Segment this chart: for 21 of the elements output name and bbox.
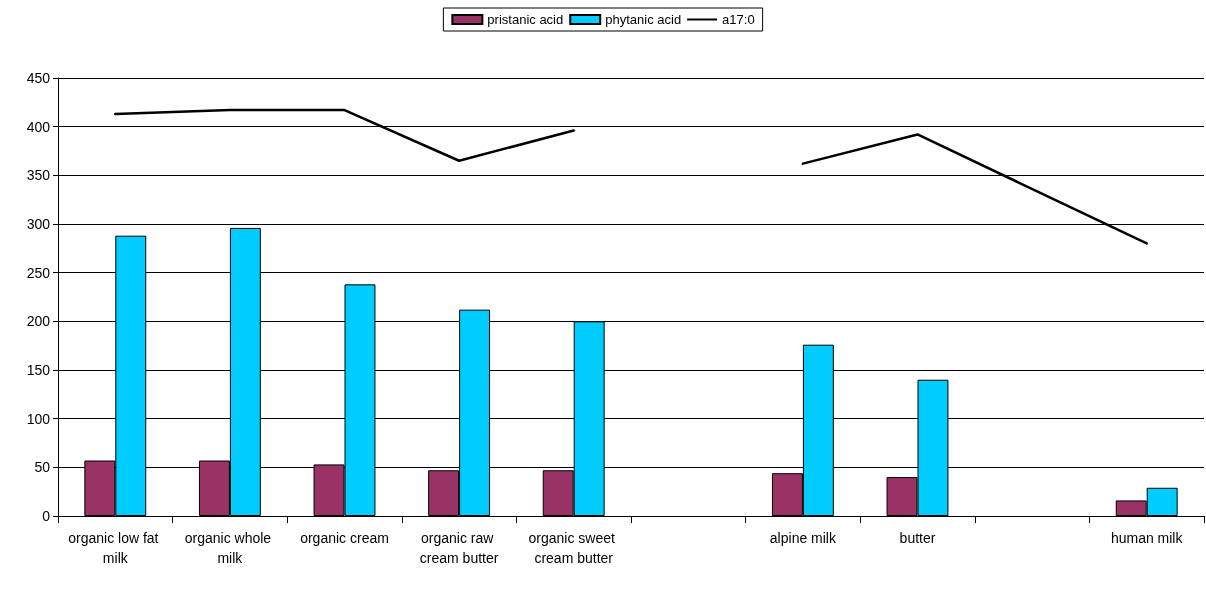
y-tick-label: 100 [26, 410, 51, 427]
legend-label: pristanic acid [487, 12, 564, 27]
x-tick-label: organic low fat milk [68, 530, 163, 566]
x-tick-label: butter [899, 530, 936, 546]
legend-label: a17:0 [722, 12, 755, 27]
y-tick-label: 50 [34, 459, 51, 476]
y-tick-label: 400 [26, 118, 51, 135]
x-tick-label: organic raw cream butter [419, 530, 499, 566]
y-tick-label: 0 [42, 508, 51, 524]
x-tick-label: human milk [1110, 530, 1184, 546]
y-tick-label: 350 [26, 167, 51, 184]
y-tick-label: 150 [26, 362, 51, 378]
x-tick-label: organic whole milk [184, 530, 276, 566]
y-tick-label: 450 [26, 70, 51, 86]
x-tick-label: organic sweet cream butter [528, 530, 619, 566]
y-tick-label: 250 [26, 264, 51, 281]
legend-label: phytanic acid [605, 12, 682, 27]
y-tick-label: 300 [26, 216, 51, 232]
x-tick-label: alpine milk [769, 530, 837, 546]
y-tick-label: 200 [26, 313, 51, 330]
x-tick-label: organic cream [300, 530, 389, 546]
